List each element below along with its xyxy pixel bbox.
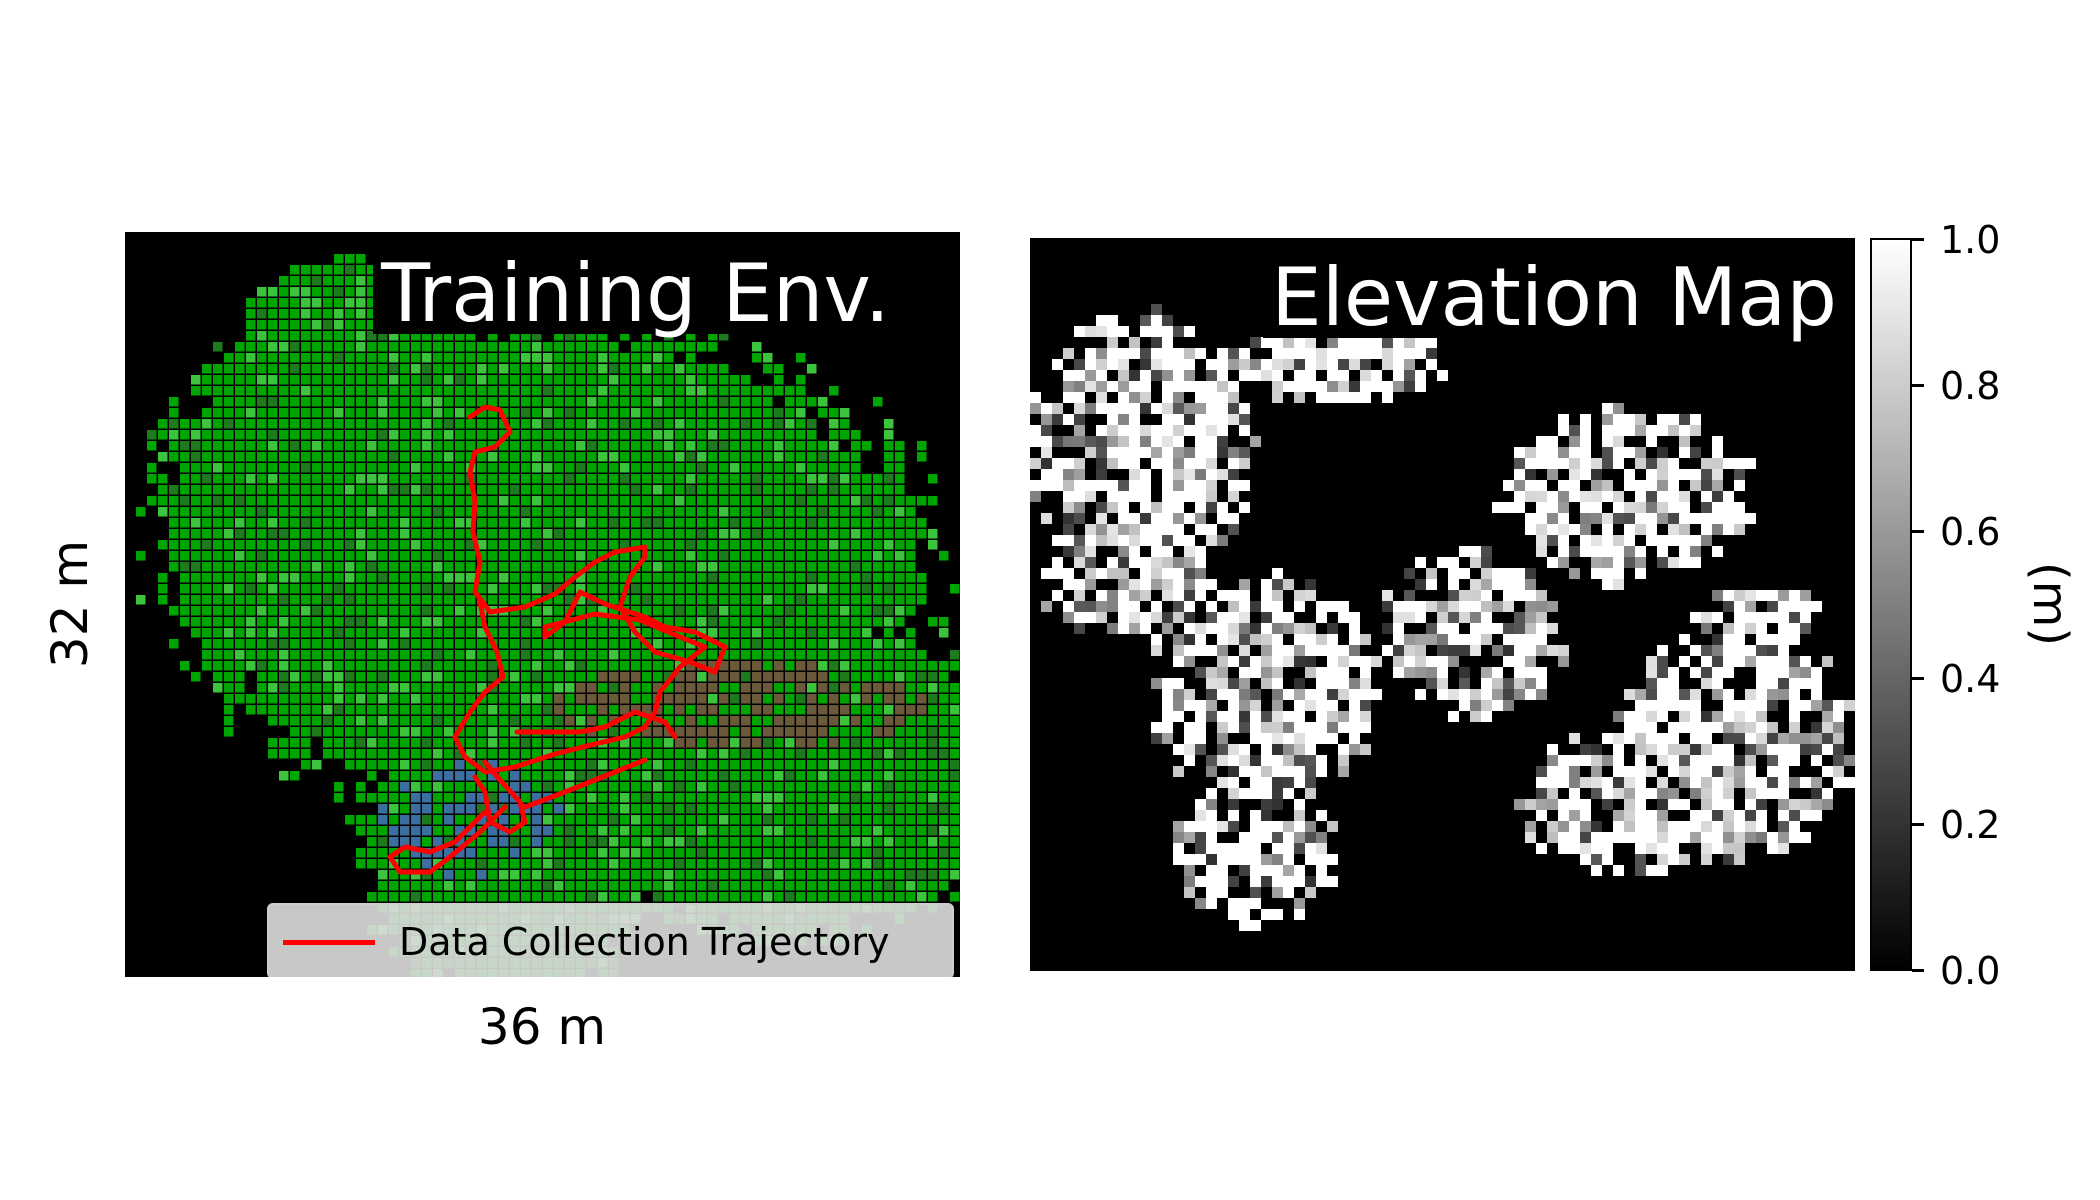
colorbar-tick-label: 0.2 [1940,803,2001,847]
colorbar-tick [1912,677,1924,680]
colorbar-unit-label: (m) [2022,561,2078,647]
colorbar-tick-label: 0.0 [1940,949,2001,993]
legend-trajectory-label: Data Collection Trajectory [399,920,890,964]
colorbar-tick [1912,530,1924,533]
colorbar-tick [1912,969,1924,972]
colorbar-tick-label: 0.8 [1940,364,2001,408]
training-environment-grid [136,254,960,977]
colorbar-tick-label: 1.0 [1940,218,2001,262]
training-environment-map: Training Env. Data Collection Trajectory [125,232,960,977]
elevation-colorbar [1870,238,1912,971]
x-axis-label: 36 m [477,998,607,1056]
colorbar-tick [1912,384,1924,387]
training-env-title: Training Env. [373,254,898,334]
elevation-grid [1030,304,1855,931]
elevation-map-title: Elevation Map [1263,258,1845,338]
colorbar-tick-label: 0.6 [1940,510,2001,554]
colorbar-tick-label: 0.4 [1940,657,2001,701]
legend-trajectory-swatch [283,940,375,945]
legend: Data Collection Trajectory [267,903,954,977]
y-axis-label: 32 m [41,539,99,669]
elevation-map: Elevation Map [1030,238,1855,971]
colorbar-tick [1912,823,1924,826]
colorbar-tick [1912,238,1924,241]
